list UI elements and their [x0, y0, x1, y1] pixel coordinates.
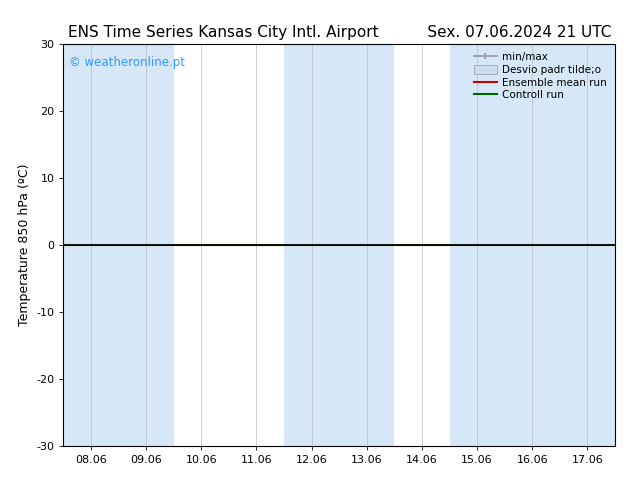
Bar — [119, 44, 174, 446]
Bar — [63, 44, 119, 446]
Bar — [505, 44, 560, 446]
Y-axis label: Temperature 850 hPa (ºC): Temperature 850 hPa (ºC) — [18, 164, 30, 326]
Legend: min/max, Desvio padr tilde;o, Ensemble mean run, Controll run: min/max, Desvio padr tilde;o, Ensemble m… — [470, 49, 610, 103]
Text: © weatheronline.pt: © weatheronline.pt — [69, 56, 185, 69]
Bar — [284, 44, 339, 446]
Bar — [450, 44, 505, 446]
Bar — [339, 44, 394, 446]
Title: ENS Time Series Kansas City Intl. Airport          Sex. 07.06.2024 21 UTC: ENS Time Series Kansas City Intl. Airpor… — [67, 25, 611, 40]
Bar — [560, 44, 615, 446]
